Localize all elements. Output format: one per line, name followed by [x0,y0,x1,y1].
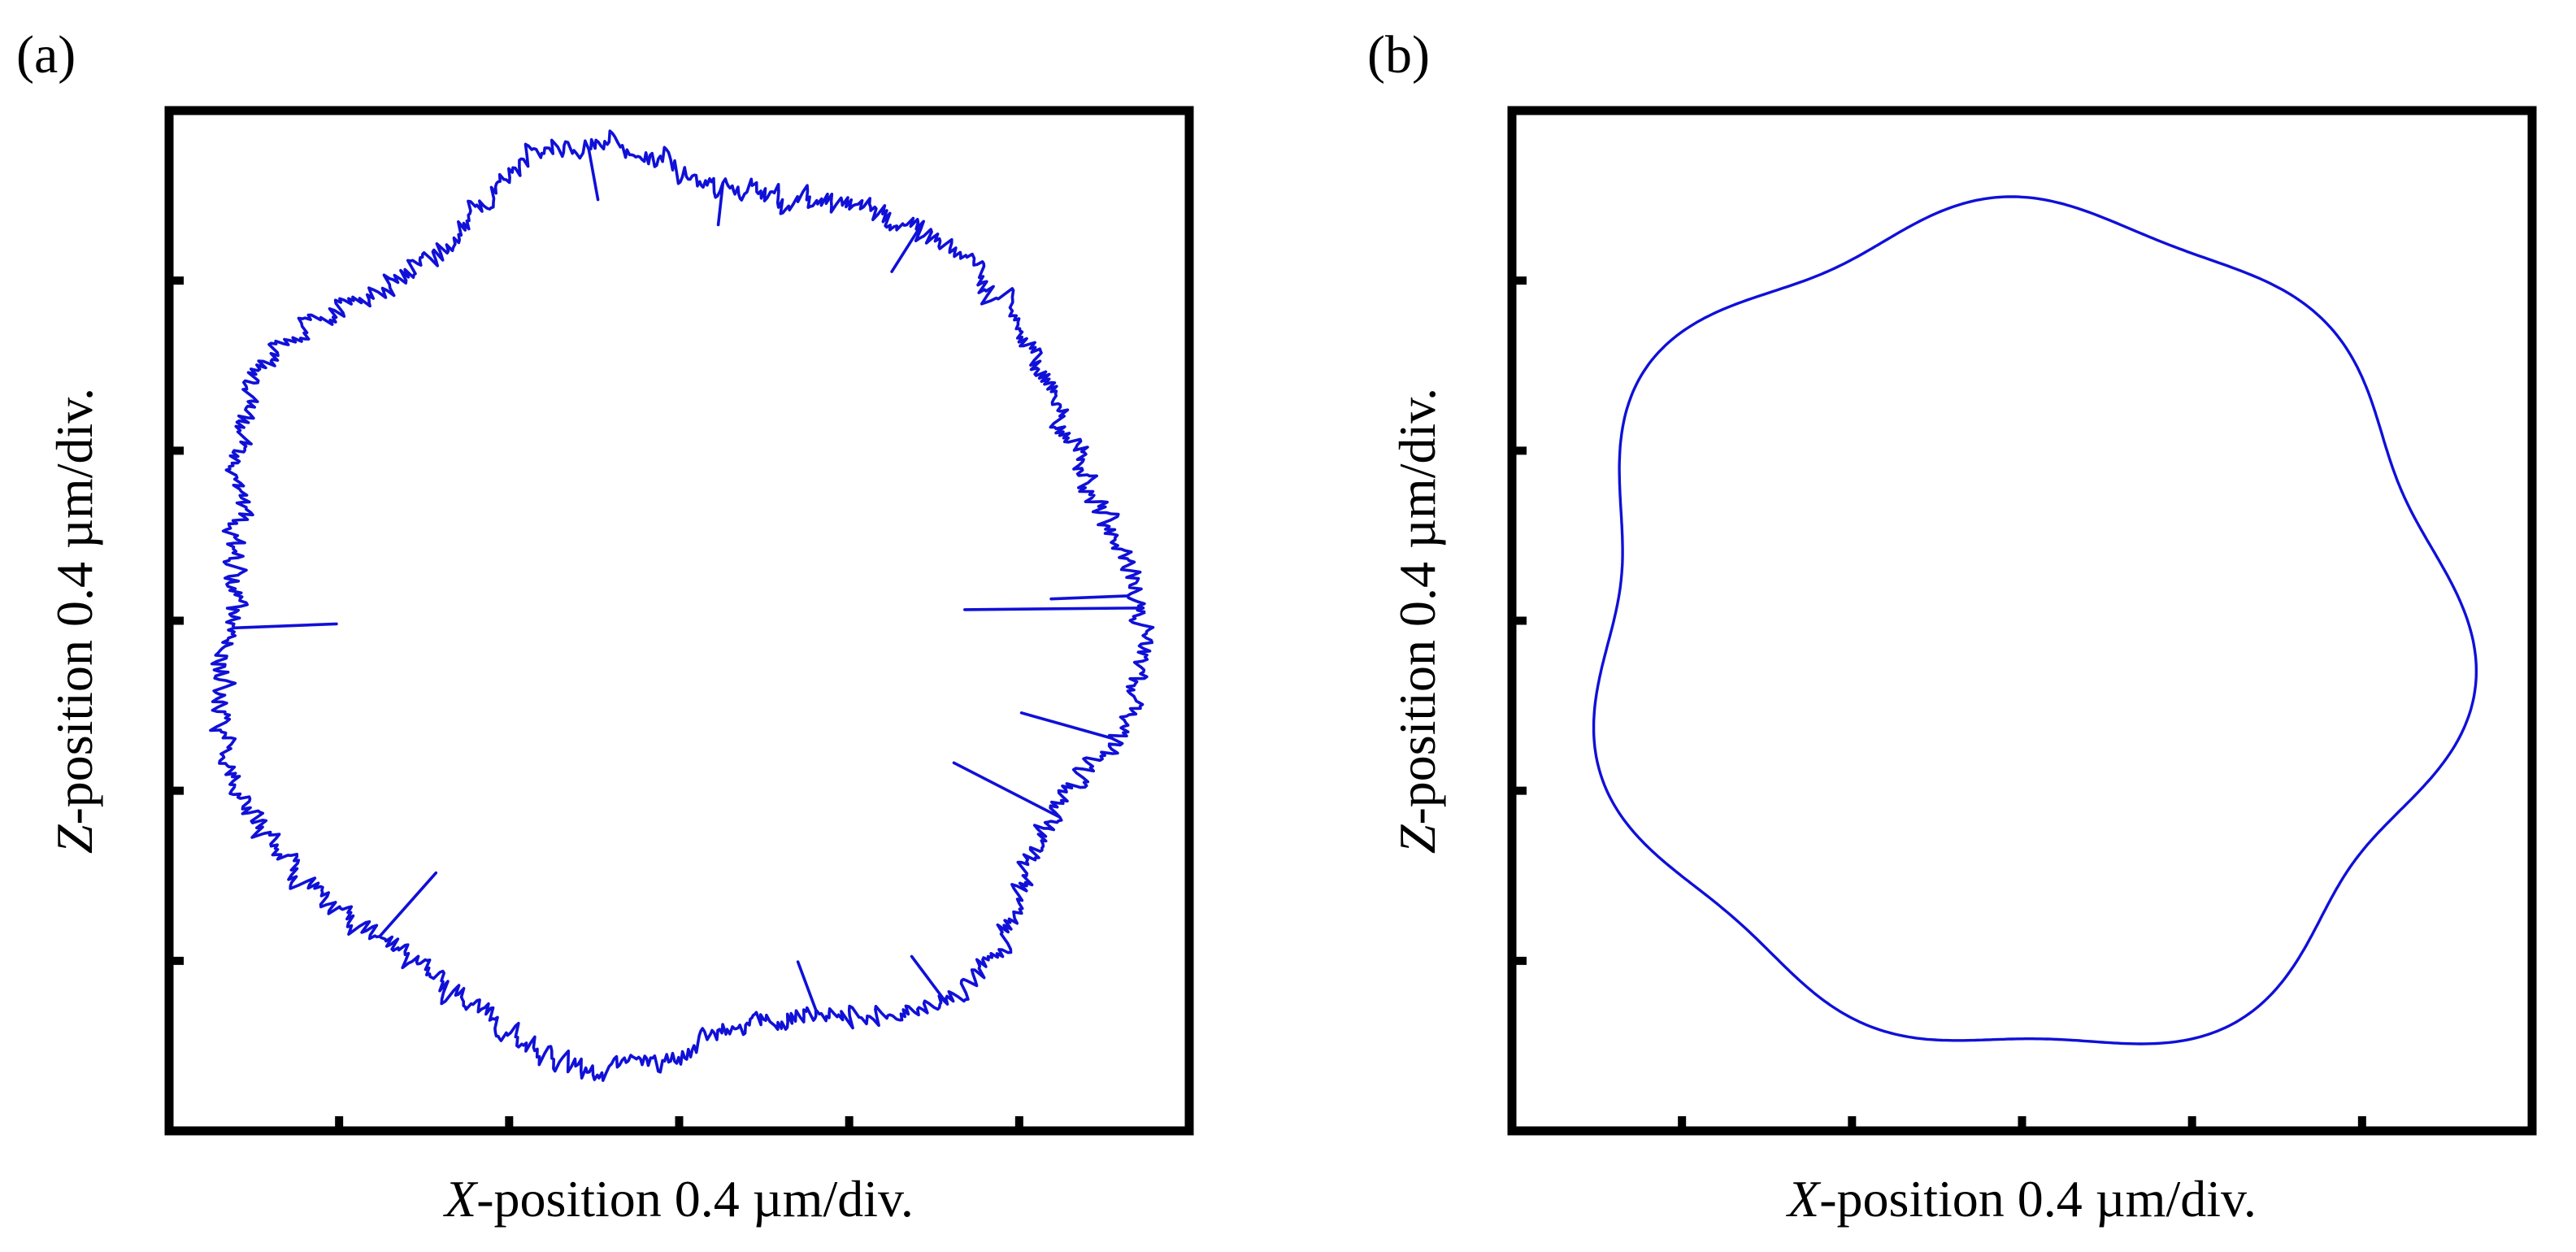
panel-label-a: (a) [16,25,76,85]
trajectory-series-a [209,129,1155,1082]
y-axis-text-a: -position 0.4 µm/div. [46,388,103,825]
y-axis-text-b: -position 0.4 µm/div. [1388,388,1446,825]
plot-area-b [1507,106,2537,1136]
panel-label-b: (b) [1367,25,1430,85]
y-axis-label-a: Z-position 0.4 µm/div. [46,388,103,854]
y-axis-var-a: Z [46,824,103,854]
plot-frame-b [1507,106,2537,1136]
x-axis-var-a: X [442,1170,479,1228]
x-axis-text-a: -position 0.4 µm/div. [476,1170,914,1228]
x-axis-label-b: X-position 0.4 µm/div. [1785,1170,2257,1228]
trajectory-series-b [1592,195,2478,1046]
y-axis-var-b: Z [1388,824,1446,854]
plot-area-a [164,106,1194,1136]
x-axis-text-b: -position 0.4 µm/div. [1819,1170,2257,1228]
y-axis-label-b: Z-position 0.4 µm/div. [1388,388,1446,854]
plot-frame-a [164,106,1194,1136]
chart-a: X-position 0.4 µm/div. Z-position 0.4 µm… [46,106,1194,1228]
chart-b: X-position 0.4 µm/div. Z-position 0.4 µm… [1388,106,2537,1228]
x-axis-label-a: X-position 0.4 µm/div. [442,1170,914,1228]
x-axis-var-b: X [1785,1170,1822,1228]
